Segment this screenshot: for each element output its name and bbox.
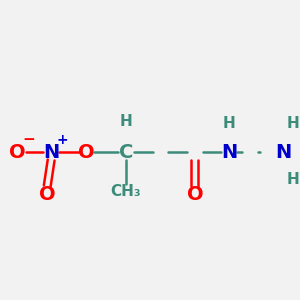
Text: O: O xyxy=(39,184,56,203)
Text: CH₃: CH₃ xyxy=(111,184,141,200)
Text: C: C xyxy=(119,142,133,161)
Text: N: N xyxy=(43,142,59,161)
Text: +: + xyxy=(56,133,68,147)
Text: N: N xyxy=(221,142,237,161)
Text: H: H xyxy=(287,116,300,131)
Text: O: O xyxy=(9,142,26,161)
Text: O: O xyxy=(187,184,203,203)
Text: H: H xyxy=(287,172,300,188)
Text: O: O xyxy=(78,142,95,161)
Text: N: N xyxy=(275,142,292,161)
Text: H: H xyxy=(223,116,236,131)
Text: H: H xyxy=(120,115,132,130)
Text: −: − xyxy=(22,133,35,148)
